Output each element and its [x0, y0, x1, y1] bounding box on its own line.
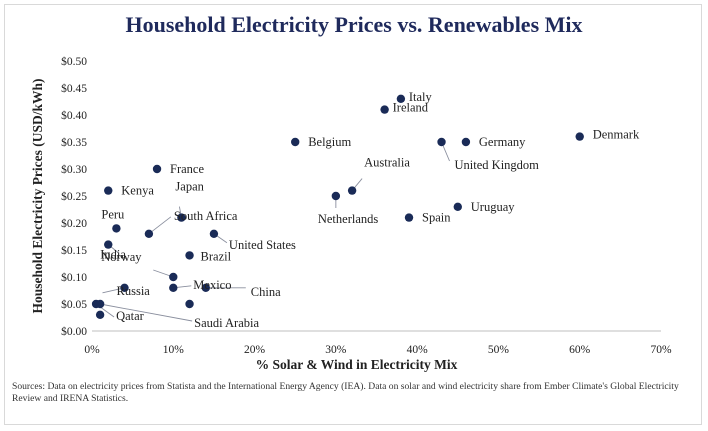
label-norway: Norway: [101, 250, 142, 264]
y-tick-label: $0.15: [61, 244, 87, 257]
y-tick-label: $0.10: [61, 271, 87, 284]
point-spain: [404, 213, 414, 222]
y-tick-label: $0.40: [61, 109, 87, 122]
label-india: India: [100, 248, 126, 262]
point-netherlands: [331, 191, 341, 201]
point-point-12-0-05: [185, 299, 194, 309]
point-russia: [120, 283, 129, 292]
label-japan: Japan: [175, 180, 204, 194]
point-china: [201, 283, 210, 292]
point-point-1-0-03: [95, 310, 105, 319]
x-tick-label: 10%: [163, 344, 185, 356]
leader-south-africa: [148, 216, 172, 235]
x-axis-label: % Solar & Wind in Electricity Mix: [256, 357, 458, 372]
x-tick-label: 60%: [569, 344, 591, 356]
label-russia: Russia: [117, 284, 151, 298]
label-italy: Italy: [409, 90, 433, 104]
x-tick-labels: 0% 10% 20% 30% 40% 50% 60% 70%: [84, 344, 672, 356]
y-tick-label: $0.50: [61, 55, 87, 68]
point-uruguay: [453, 202, 462, 211]
x-tick-label: 70%: [650, 344, 672, 356]
point-india: [104, 240, 113, 249]
y-tick-label: $0.25: [61, 190, 87, 203]
x-tick-label: 50%: [488, 344, 510, 356]
chart-title: Household Electricity Prices vs. Renewab…: [125, 12, 583, 37]
point-italy: [396, 94, 406, 104]
point-denmark: [575, 132, 584, 141]
label-belgium: Belgium: [308, 135, 351, 149]
label-ireland: Ireland: [393, 101, 429, 115]
label-kenya: Kenya: [121, 184, 154, 198]
y-tick-label: $0.30: [61, 163, 87, 176]
point-kenya: [104, 186, 113, 195]
label-denmark: Denmark: [593, 128, 640, 142]
data-points: [91, 94, 584, 319]
source-note: Sources: Data on electricity prices from…: [12, 381, 679, 404]
label-brazil: Brazil: [201, 249, 232, 263]
label-south-africa: South Africa: [174, 209, 238, 223]
chart-frame: [4, 4, 702, 425]
point-saudi-arabia: [95, 299, 105, 309]
x-tick-label: 40%: [407, 344, 429, 356]
point-japan: [177, 213, 186, 222]
label-saudi-arabia: Saudi Arabia: [194, 316, 259, 330]
point-south-africa: [144, 229, 154, 238]
x-tick-label: 20%: [244, 344, 266, 356]
x-tick-label: 30%: [325, 344, 347, 356]
point-ireland: [380, 105, 389, 114]
y-tick-label: $0.05: [61, 298, 87, 311]
label-united-states: United States: [229, 238, 296, 252]
label-uruguay: Uruguay: [471, 200, 515, 214]
label-spain: Spain: [422, 211, 451, 225]
label-france: France: [170, 162, 204, 176]
label-china: China: [251, 285, 281, 299]
label-germany: Germany: [479, 135, 526, 149]
y-axis-label: Household Electricity Prices (USD/kWh): [30, 78, 45, 313]
point-belgium: [291, 137, 300, 147]
point-australia: [347, 186, 357, 195]
x-tick-label: 0%: [84, 344, 100, 356]
point-peru: [112, 224, 121, 233]
point-norway: [169, 272, 178, 282]
point-mexico: [169, 283, 178, 292]
point-germany: [461, 137, 471, 147]
y-tick-label: $0.20: [61, 217, 87, 230]
label-netherlands: Netherlands: [318, 212, 379, 226]
label-united-kingdom: United Kingdom: [455, 158, 540, 172]
point-brazil: [185, 251, 194, 260]
y-tick-label: $0.00: [61, 325, 87, 338]
y-tick-labels: $0.00 $0.05 $0.10 $0.15 $0.20 $0.25 $0.30 $0.35…: [61, 55, 87, 338]
point-united-states: [209, 229, 219, 238]
leader-saudi-arabia: [100, 303, 193, 322]
label-peru: Peru: [101, 207, 125, 221]
label-mexico: Mexico: [193, 278, 231, 292]
label-australia: Australia: [364, 156, 410, 170]
label-qatar: Qatar: [116, 309, 145, 323]
y-tick-label: $0.35: [61, 136, 87, 149]
point-united-kingdom: [437, 137, 446, 147]
y-tick-label: $0.45: [61, 82, 87, 95]
point-france: [152, 164, 162, 174]
